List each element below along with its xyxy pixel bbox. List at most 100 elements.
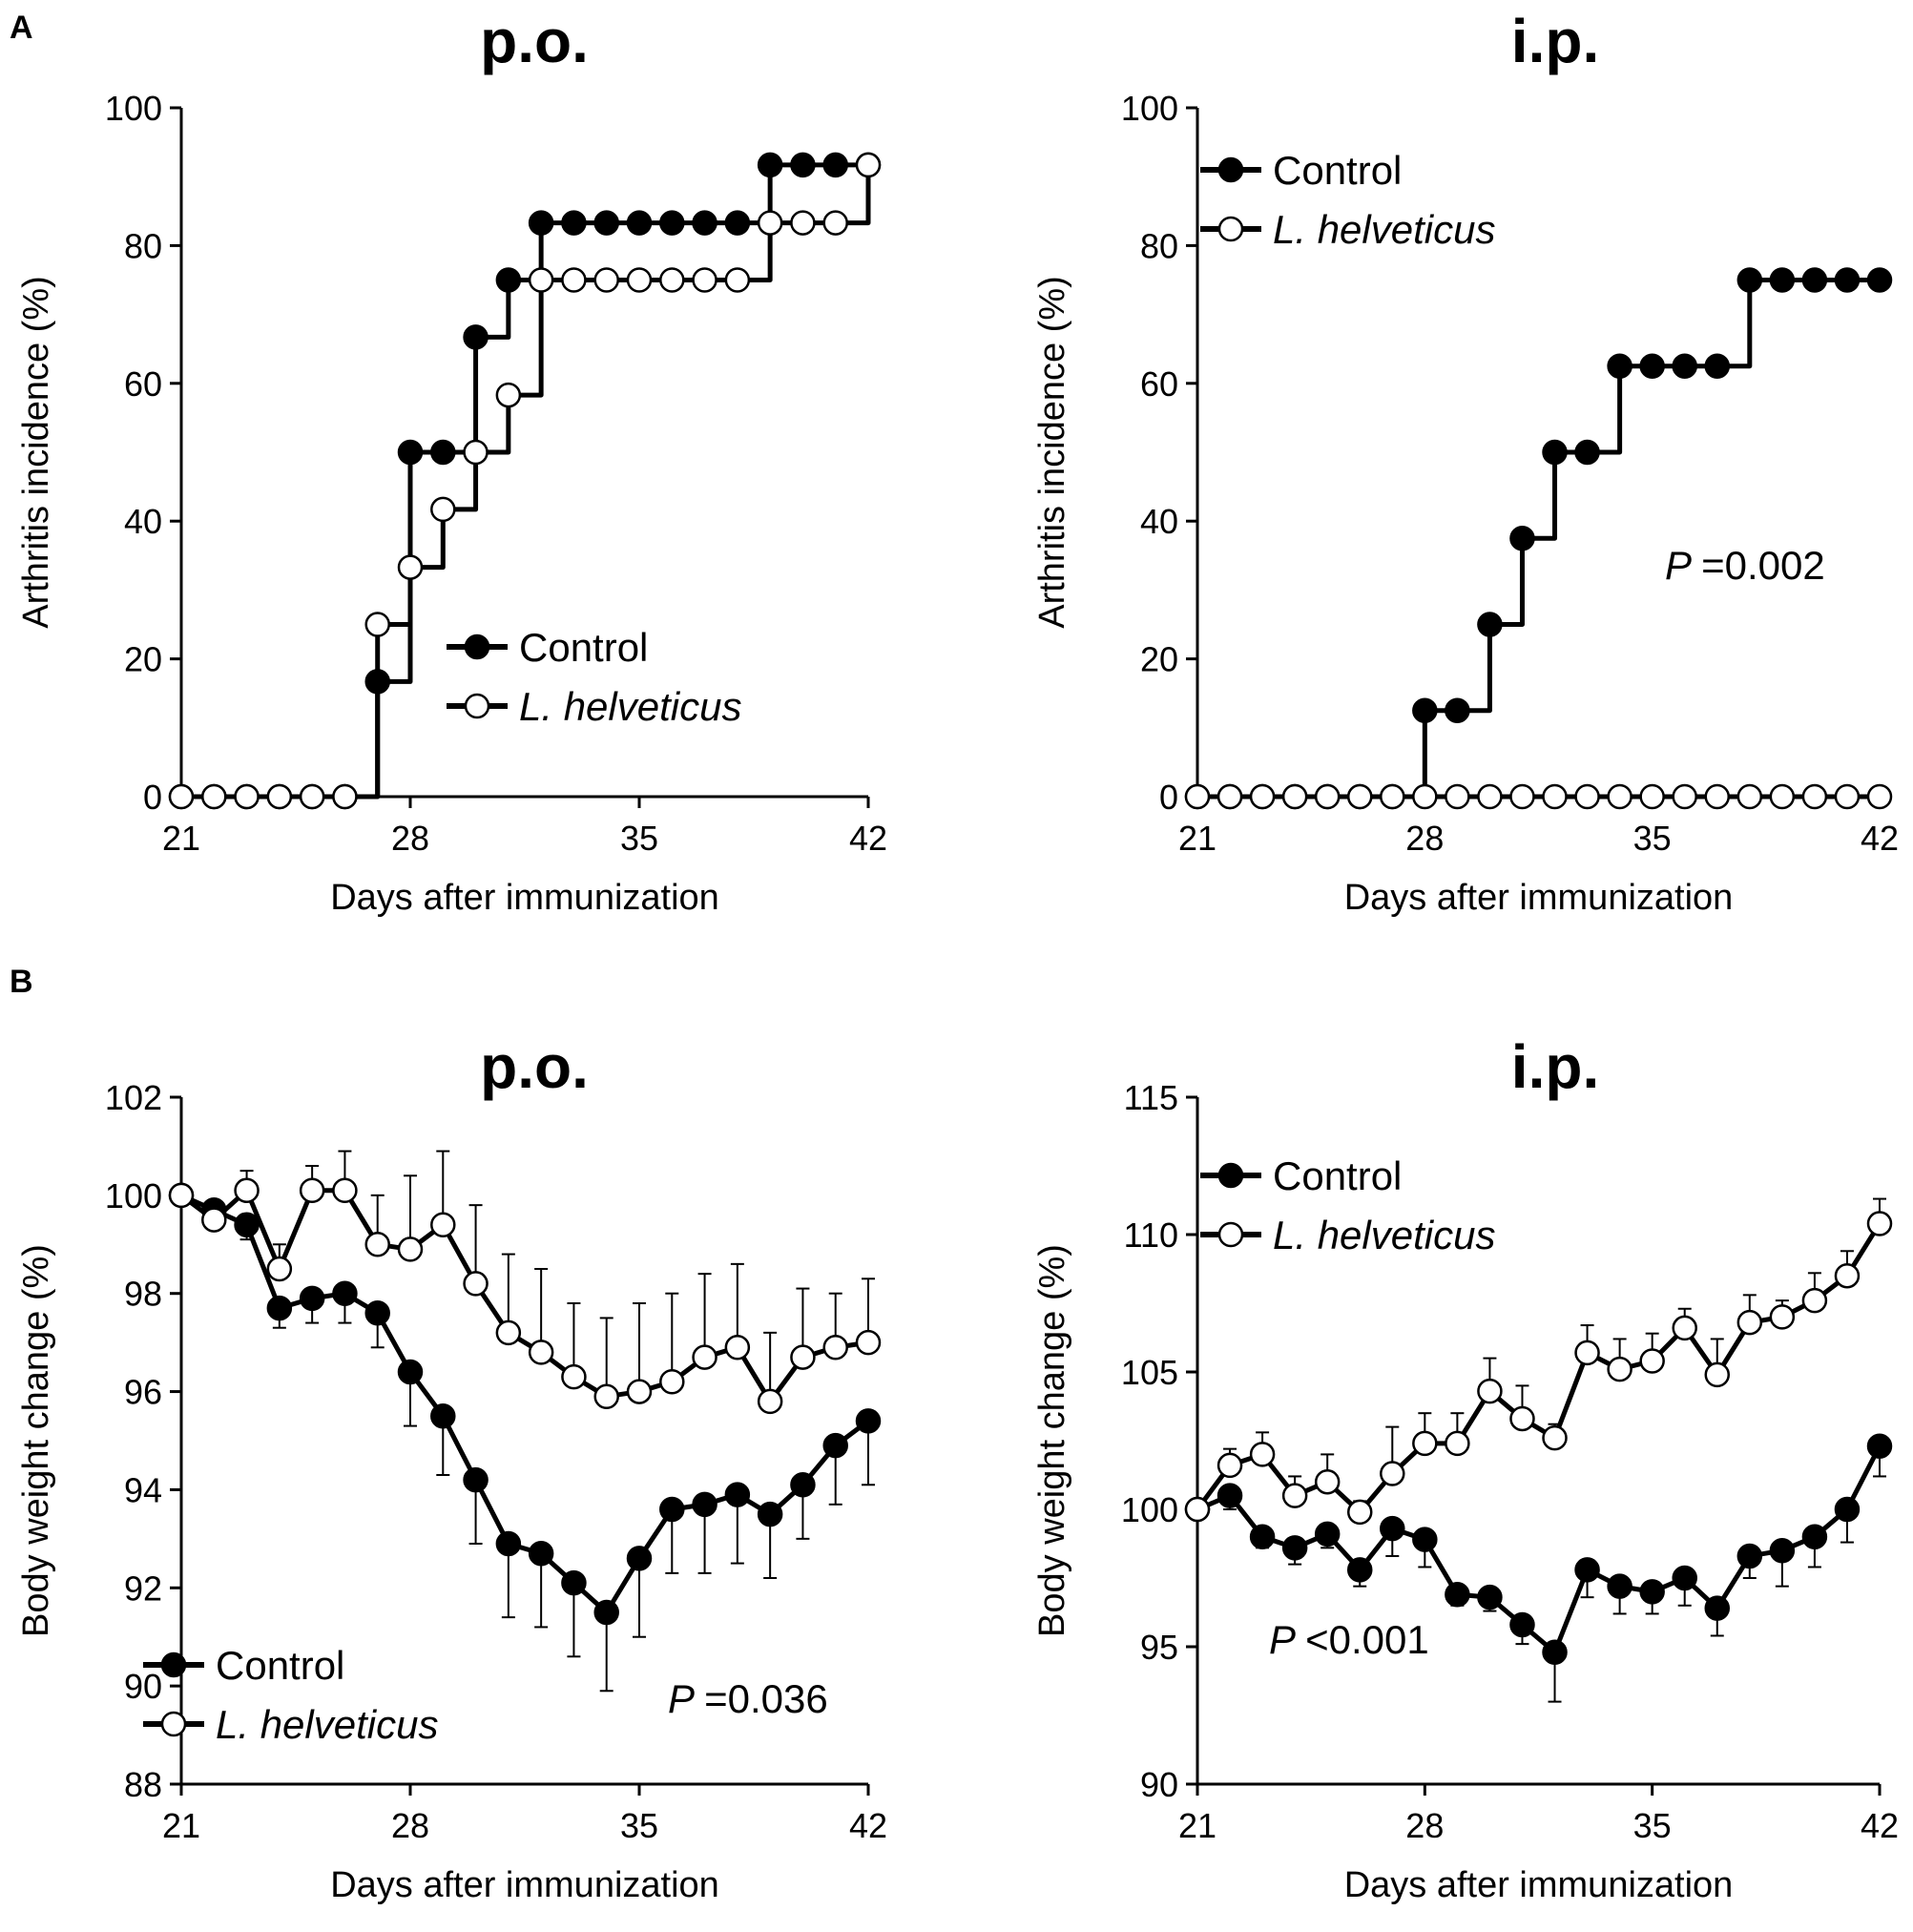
data-point [1445, 1430, 1470, 1457]
data-point [1801, 1287, 1828, 1314]
data-point [1445, 697, 1470, 723]
y-axis-label: Body weight change (%) [1032, 1244, 1072, 1637]
x-tick-label: 35 [620, 1806, 658, 1845]
data-point [593, 210, 619, 236]
legend-label: L. helveticus [216, 1702, 438, 1747]
data-point [495, 1530, 522, 1557]
x-tick-label: 21 [162, 819, 200, 858]
data-point [1249, 783, 1276, 810]
data-point [299, 1285, 325, 1312]
chart-b-ip: i.p. 90 95 100 105 110 115 21 28 35 42 Days after i… [1032, 1032, 1899, 1905]
data-point [1574, 783, 1600, 810]
data-point [1412, 1527, 1438, 1552]
data-point [1216, 1483, 1243, 1508]
series-l-helveticus [1184, 1197, 1893, 1526]
data-point [1574, 1557, 1600, 1583]
x-tick-label: 42 [849, 1806, 887, 1845]
data-point [1184, 1496, 1211, 1523]
data-point [168, 1182, 195, 1209]
data-point [1769, 267, 1796, 293]
legend-marker [160, 1652, 187, 1678]
data-point [855, 1408, 882, 1434]
data-point [364, 612, 390, 637]
data-point [1736, 783, 1763, 810]
data-point [1380, 783, 1405, 810]
data-point [1866, 1211, 1893, 1236]
data-point [1834, 783, 1861, 810]
data-point [201, 1207, 227, 1233]
data-point [332, 1280, 358, 1306]
data-point [757, 1501, 783, 1527]
data-point [757, 1388, 783, 1415]
data-point [822, 1432, 848, 1459]
data-point [790, 210, 816, 236]
series-l-helveticus [1184, 783, 1893, 810]
data-point [430, 1212, 456, 1237]
data-point [528, 1541, 554, 1567]
chart-b-po: p.o. 88 90 92 94 96 98 100 102 21 28 35 42 Days after… [16, 1032, 887, 1905]
data-point [1736, 267, 1763, 293]
data-point [1704, 1361, 1731, 1388]
data-point [1412, 697, 1438, 723]
data-point [855, 152, 882, 178]
data-point [692, 1344, 717, 1370]
data-point [266, 1295, 293, 1321]
data-point [724, 1482, 751, 1507]
series-line [1197, 278, 1880, 800]
legend: Control L. helveticus [143, 1643, 438, 1747]
data-point [1736, 1309, 1763, 1336]
data-point [626, 1379, 653, 1404]
y-tick-label: 0 [1159, 778, 1178, 817]
data-point [561, 1569, 587, 1596]
legend: Control L. helveticus [1200, 1153, 1495, 1257]
data-point [692, 267, 717, 293]
data-point [1704, 1595, 1731, 1621]
legend: Control L. helveticus [1200, 148, 1495, 252]
data-point [1380, 1461, 1405, 1486]
y-tick-label: 90 [124, 1667, 162, 1706]
x-axis-label: Days after immunization [330, 878, 719, 918]
y-tick-label: 110 [1124, 1215, 1178, 1255]
data-point [234, 1212, 260, 1237]
data-point [1607, 1573, 1632, 1599]
legend: Control L. helveticus [447, 625, 741, 729]
data-point [1736, 1543, 1763, 1569]
data-point [168, 783, 195, 810]
legend-label: Control [519, 625, 648, 670]
data-point [1704, 353, 1731, 379]
data-point [659, 1369, 685, 1395]
data-point [1639, 1579, 1665, 1605]
data-point [397, 1236, 424, 1262]
y-tick-label: 92 [124, 1568, 162, 1608]
data-point [364, 1300, 390, 1326]
data-point [659, 1496, 685, 1523]
y-tick-label: 102 [105, 1078, 162, 1117]
legend-label: Control [1273, 1153, 1402, 1198]
series-l-helveticus [168, 1150, 882, 1415]
data-point [724, 1335, 751, 1361]
data-point [1346, 1557, 1373, 1583]
data-point [1314, 783, 1341, 810]
data-point [1866, 783, 1893, 810]
chart-title: i.p. [1511, 1032, 1599, 1101]
chart-a-po: p.o. 0 20 40 60 80 100 21 28 35 42 Days after immun… [16, 7, 887, 918]
x-tick-label: 28 [1405, 819, 1444, 858]
data-point [1477, 612, 1503, 637]
y-tick-label: 88 [124, 1765, 162, 1804]
p-value: P <0.001 [1269, 1617, 1429, 1662]
y-tick-label: 100 [105, 1176, 162, 1215]
data-point [234, 1177, 260, 1203]
data-point [1607, 783, 1632, 810]
data-point [790, 1344, 816, 1370]
series-control [1184, 1433, 1893, 1703]
data-point [1314, 1468, 1341, 1495]
legend-label: Control [1273, 148, 1402, 193]
data-point [1639, 783, 1665, 810]
data-point [1834, 1262, 1861, 1289]
data-point [1281, 1535, 1308, 1561]
data-point [757, 152, 783, 178]
data-point [1216, 1452, 1243, 1479]
chart-title: i.p. [1511, 7, 1599, 75]
data-point [1314, 1521, 1341, 1548]
